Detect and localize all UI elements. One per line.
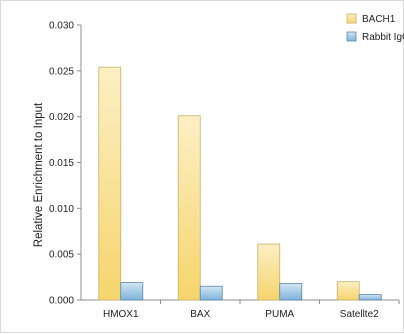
x-tick-label-2: PUMA (265, 309, 294, 320)
x-tick-label-3: Satellte2 (340, 309, 379, 320)
bar-bach1-hmox1 (98, 66, 122, 301)
legend-label-rabbit-igg: Rabbit IgG (362, 32, 404, 43)
y-tick-label-0: 0.000 (49, 296, 74, 307)
bar-rabbit-igg-satellte2 (358, 294, 382, 301)
legend-swatch-bach1 (346, 13, 357, 24)
y-tick-label-5: 0.025 (49, 66, 74, 77)
y-axis-title: Relative Enrichment to Input (33, 102, 45, 247)
bar-rabbit-igg-puma (279, 283, 303, 301)
y-tick-label-6: 0.030 (49, 21, 74, 32)
bar-bach1-puma (257, 243, 281, 301)
y-tick-label-4: 0.020 (49, 112, 74, 123)
bar-rabbit-igg-hmox1 (120, 282, 144, 301)
legend: BACH1 Rabbit IgG (346, 13, 404, 43)
bar-rabbit-igg-bax (199, 285, 223, 301)
bar-bach1-bax (177, 115, 201, 301)
legend-label-bach1: BACH1 (362, 14, 396, 25)
legend-swatch-rabbit-igg (346, 31, 357, 42)
y-tick-label-1: 0.005 (49, 250, 74, 261)
plot-area: 0.000 0.005 0.010 0.015 0.020 0.025 0.030 HMOX1… (49, 21, 400, 320)
bar-bach1-satellte2 (336, 281, 360, 301)
x-tick-label-0: HMOX1 (103, 309, 139, 320)
y-tick-label-2: 0.010 (49, 204, 74, 215)
y-tick-label-3: 0.015 (49, 158, 74, 169)
x-tick-label-1: BAX (190, 309, 210, 320)
